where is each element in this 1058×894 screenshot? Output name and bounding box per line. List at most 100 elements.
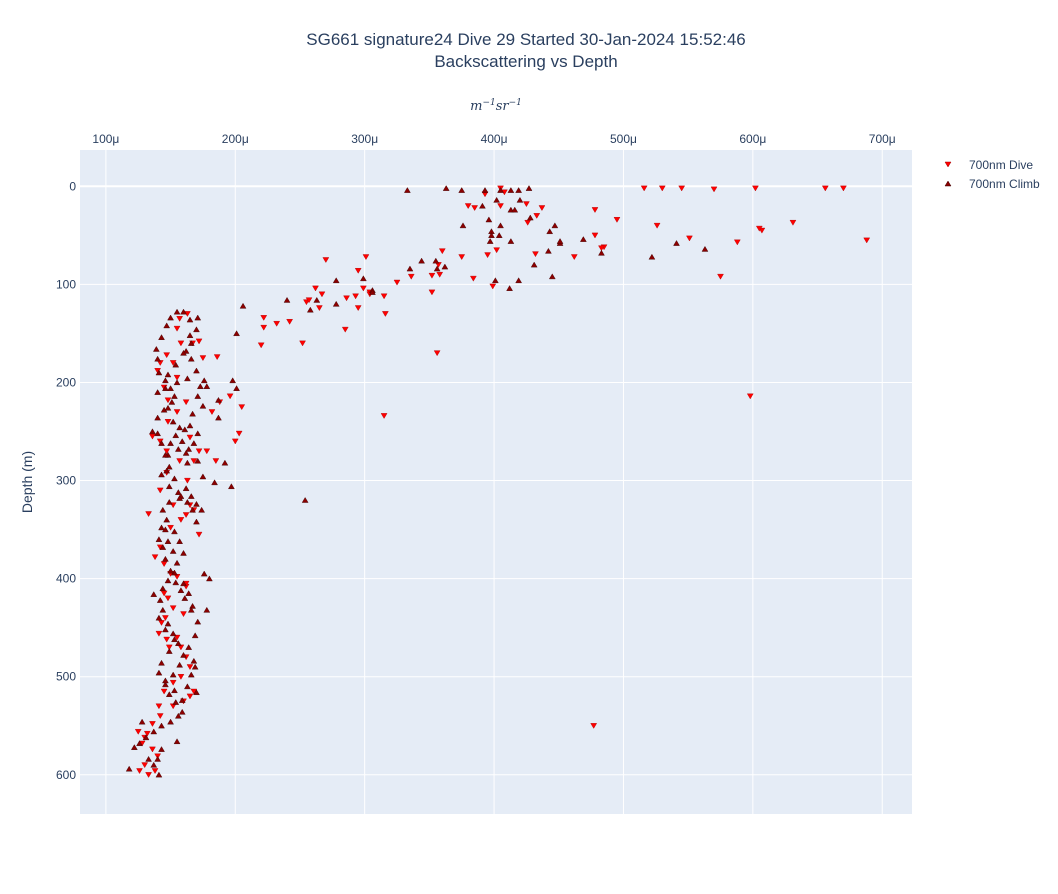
climb-point bbox=[306, 306, 314, 313]
grid-lines bbox=[80, 150, 912, 814]
climb-point bbox=[152, 346, 160, 352]
climb-point bbox=[174, 640, 182, 646]
climb-point bbox=[138, 718, 146, 725]
climb-point bbox=[180, 652, 187, 658]
climb-point bbox=[189, 410, 196, 417]
legend[interactable]: 700nm Dive 700nm Climb bbox=[944, 158, 1040, 191]
climb-point bbox=[193, 500, 200, 507]
dive-point bbox=[789, 219, 797, 226]
dive-point bbox=[840, 185, 847, 192]
climb-point bbox=[165, 648, 173, 654]
climb-point bbox=[178, 708, 186, 715]
climb-point bbox=[239, 302, 247, 309]
dive-point bbox=[678, 185, 686, 192]
dive-point bbox=[208, 409, 216, 415]
climb-point bbox=[168, 398, 176, 405]
climb-point bbox=[194, 618, 202, 625]
dive-point bbox=[160, 688, 168, 695]
dive-point bbox=[464, 203, 472, 209]
legend-item-dive[interactable]: 700nm Dive bbox=[944, 158, 1033, 172]
climb-point bbox=[486, 238, 494, 244]
dive-point bbox=[143, 730, 151, 737]
climb-point bbox=[164, 371, 172, 378]
x-tick-label: 100μ bbox=[92, 132, 119, 146]
dive-point bbox=[354, 268, 362, 274]
climb-point bbox=[485, 216, 493, 223]
y-tick-label: 100 bbox=[56, 277, 76, 291]
climb-point bbox=[184, 459, 191, 466]
dive-point bbox=[182, 512, 190, 518]
climb-point bbox=[186, 422, 194, 429]
climb-point bbox=[515, 187, 522, 193]
climb-point bbox=[184, 375, 191, 382]
dive-point bbox=[149, 721, 156, 727]
dive-point bbox=[195, 338, 203, 345]
climb-point bbox=[158, 524, 165, 531]
dive-point bbox=[186, 434, 194, 441]
climb-point bbox=[180, 308, 187, 315]
climb-point bbox=[158, 334, 165, 340]
y-tick-label: 300 bbox=[56, 474, 76, 488]
climb-point bbox=[228, 483, 235, 490]
dive-point bbox=[149, 746, 156, 753]
dive-point bbox=[213, 354, 221, 361]
climb-point bbox=[176, 538, 183, 544]
dive-point bbox=[360, 285, 367, 292]
climb-point bbox=[479, 202, 486, 209]
climb-point bbox=[177, 587, 185, 593]
dive-point bbox=[316, 305, 323, 312]
climb-point bbox=[154, 389, 161, 395]
plot-area bbox=[80, 150, 912, 814]
dive-point bbox=[184, 477, 191, 484]
dive-point bbox=[471, 205, 478, 211]
climb-point bbox=[169, 630, 177, 637]
climb-point bbox=[283, 296, 291, 303]
climb-point bbox=[180, 580, 187, 587]
climb-point bbox=[313, 296, 321, 303]
dive-point bbox=[470, 275, 477, 282]
climb-point bbox=[172, 361, 180, 368]
climb-point bbox=[149, 428, 156, 435]
dive-point bbox=[380, 413, 388, 419]
climb-point bbox=[194, 457, 202, 464]
y-axis-ticks: 0 100 200 300 400 500 600 bbox=[56, 179, 76, 781]
climb-point bbox=[495, 232, 503, 238]
climb-point bbox=[173, 738, 181, 745]
climb-point bbox=[187, 493, 195, 499]
climb-point bbox=[174, 489, 182, 495]
legend-item-climb[interactable]: 700nm Climb bbox=[944, 177, 1040, 191]
climb-point bbox=[173, 308, 181, 315]
dive-point bbox=[428, 272, 436, 279]
climb-point bbox=[497, 187, 504, 193]
dive-point bbox=[155, 630, 163, 637]
climb-point bbox=[459, 222, 467, 229]
climb-point bbox=[158, 471, 165, 478]
climb-point bbox=[172, 432, 180, 439]
dive-point bbox=[752, 185, 759, 192]
climb-point bbox=[492, 277, 499, 284]
dive-point bbox=[523, 201, 530, 208]
climb-point bbox=[162, 626, 169, 633]
climb-point bbox=[404, 187, 411, 193]
climb-point bbox=[180, 349, 187, 356]
y-tick-label: 400 bbox=[56, 572, 76, 586]
climb-point bbox=[406, 265, 414, 272]
dive-point bbox=[354, 305, 362, 312]
dive-point bbox=[180, 611, 187, 618]
dive-point bbox=[863, 237, 871, 244]
climb-point bbox=[332, 300, 340, 307]
dive-point bbox=[299, 340, 306, 347]
dive-point bbox=[341, 326, 349, 333]
climb-point bbox=[162, 385, 169, 391]
dive-point bbox=[821, 185, 829, 192]
dive-point bbox=[598, 245, 605, 252]
climb-point bbox=[171, 636, 178, 643]
dive-point bbox=[162, 615, 169, 621]
climb-point bbox=[164, 620, 172, 627]
climb-point bbox=[196, 383, 204, 389]
climb-point bbox=[215, 414, 222, 421]
dive-point bbox=[173, 634, 181, 641]
climb-point bbox=[203, 606, 211, 613]
dive-point bbox=[136, 768, 143, 774]
climb-point bbox=[176, 424, 183, 431]
